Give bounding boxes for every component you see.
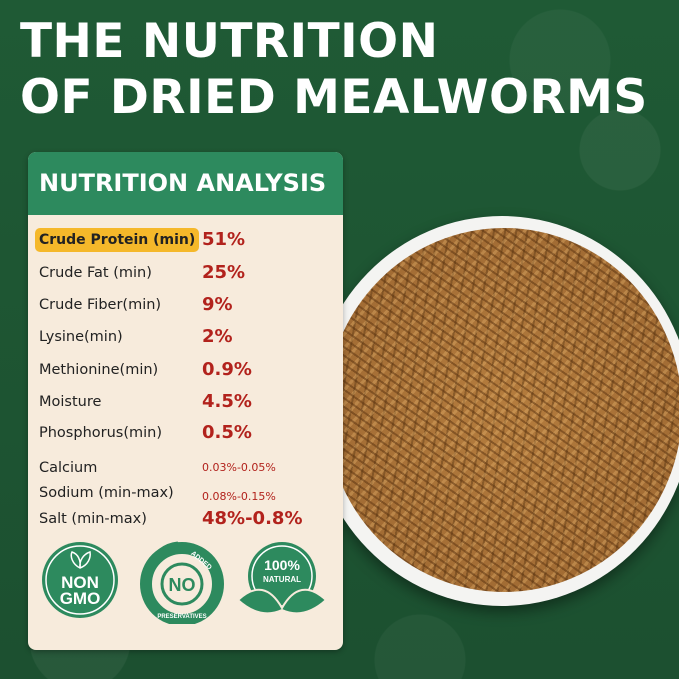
nutrient-label: Methionine(min) xyxy=(39,362,159,378)
card-heading: NUTRITION ANALYSIS xyxy=(28,152,343,215)
non-gmo-badge: NON GMO xyxy=(42,542,118,618)
svg-text:NON: NON xyxy=(61,573,99,592)
nutrient-value: 0.9% xyxy=(202,359,252,380)
title-line-2: OF DRIED MEALWORMS xyxy=(20,70,648,125)
nutrition-row: Crude Fiber(min) 9% xyxy=(28,293,343,317)
nutrient-label: Crude Fiber(min) xyxy=(39,297,162,313)
svg-text:PRESERVATIVES: PRESERVATIVES xyxy=(157,614,206,620)
nutrient-value: 51% xyxy=(202,229,246,250)
nutrition-row: Lysine(min) 2% xyxy=(28,325,343,349)
page-title: THE NUTRITION OF DRIED MEALWORMS xyxy=(20,14,648,126)
nutrition-row: Phosphorus(min) 0.5% xyxy=(28,421,343,445)
svg-text:GMO: GMO xyxy=(60,589,101,608)
nutrient-label: Calcium xyxy=(39,460,98,476)
nutrition-row: Calcium 0.03%-0.05% xyxy=(28,456,343,480)
title-line-1: THE NUTRITION xyxy=(20,14,439,69)
nutrition-row: Moisture 4.5% xyxy=(28,390,343,414)
nutrient-value: 2% xyxy=(202,326,233,347)
nutrient-value: 4.5% xyxy=(202,391,252,412)
nutrient-label: Moisture xyxy=(39,394,102,410)
nutrient-label: Lysine(min) xyxy=(39,329,123,345)
nutrition-card: NUTRITION ANALYSIS Crude Protein (min) 51… xyxy=(28,152,343,650)
nutrition-row: Salt (min-max) 48%-0.8% xyxy=(28,507,343,531)
svg-text:NO: NO xyxy=(169,575,196,595)
no-preservatives-badge: NO ADDED PRESERVATIVES xyxy=(140,541,224,624)
mealworms-image xyxy=(326,228,679,592)
nutrient-value: 25% xyxy=(202,262,246,283)
nutrition-row: Crude Fat (min) 25% xyxy=(28,261,343,285)
nutrient-value: 0.03%-0.05% xyxy=(202,461,276,474)
svg-text:NATURAL: NATURAL xyxy=(263,575,301,584)
svg-text:100%: 100% xyxy=(264,557,300,573)
nutrient-value: 0.5% xyxy=(202,422,252,443)
nutrient-label: Crude Fat (min) xyxy=(39,265,152,281)
nutrient-value: 0.08%-0.15% xyxy=(202,490,276,503)
nutrient-label: Salt (min-max) xyxy=(39,511,147,527)
nutrient-label: Sodium (min-max) xyxy=(39,485,174,501)
nutrient-value: 48%-0.8% xyxy=(202,508,303,529)
nutrition-row: Sodium (min-max) 0.08%-0.15% xyxy=(28,481,343,505)
nutrient-label: Crude Protein (min) xyxy=(35,228,200,252)
nutrient-value: 9% xyxy=(202,294,233,315)
nutrition-row: Crude Protein (min) 51% xyxy=(28,228,343,252)
nutrition-row: Methionine(min) 0.9% xyxy=(28,358,343,382)
nutrient-label: Phosphorus(min) xyxy=(39,425,162,441)
natural-badge: 100% NATURAL xyxy=(236,542,328,615)
